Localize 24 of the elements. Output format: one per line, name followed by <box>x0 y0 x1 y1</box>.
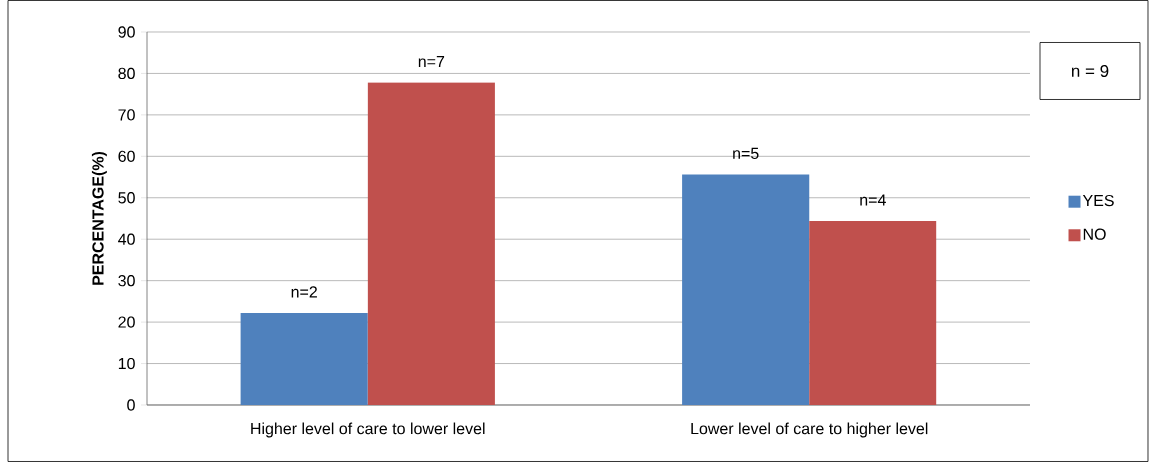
y-tick-label: 40 <box>118 233 135 245</box>
y-tick-label: 20 <box>118 316 135 328</box>
y-tick-label: 0 <box>127 399 135 411</box>
x-tick-label: Lower level of care to higher level <box>691 422 928 438</box>
y-tick-label: 90 <box>118 26 135 38</box>
annotation: n=2 <box>291 286 317 298</box>
y-tick-label: 30 <box>118 275 135 287</box>
annotation: n=5 <box>733 147 759 160</box>
legend-label: NO <box>1083 228 1106 240</box>
y-tick-label: 60 <box>118 150 135 162</box>
bar <box>367 82 495 405</box>
y-tick-label: 80 <box>118 67 135 80</box>
y-axis-title: PERCENTAGE(%) <box>91 151 107 285</box>
bar <box>240 312 368 405</box>
y-tick-label: 10 <box>118 357 135 370</box>
annotation: n=4 <box>860 194 886 206</box>
bar <box>682 174 810 405</box>
annotation: n=7 <box>418 56 445 68</box>
text: n = 9 <box>1071 64 1109 78</box>
legend-label: YES <box>1082 194 1114 207</box>
x-tick-label: Higher level of care to lower level <box>251 422 485 438</box>
y-tick-label: 70 <box>118 109 135 121</box>
y-tick-label: 50 <box>118 192 135 204</box>
bar <box>809 220 937 405</box>
